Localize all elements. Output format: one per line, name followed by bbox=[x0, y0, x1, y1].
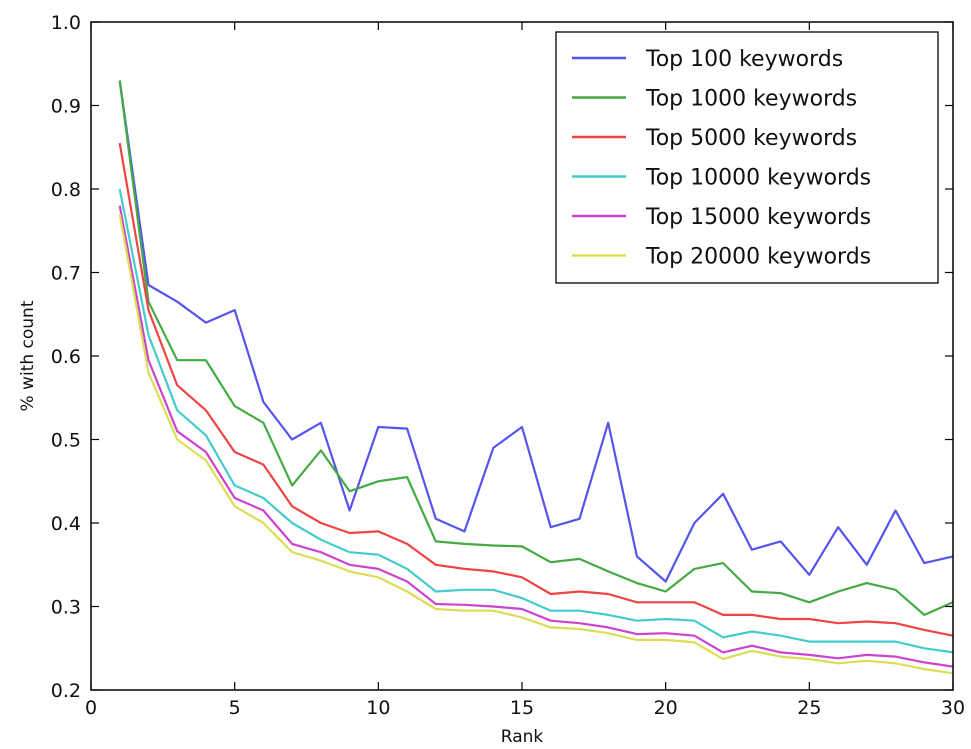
y-tick-label: 0.8 bbox=[51, 179, 81, 201]
x-tick-label: 0 bbox=[85, 697, 97, 719]
legend-label: Top 10000 keywords bbox=[645, 166, 871, 191]
series-line-1 bbox=[118, 80, 954, 583]
legend-label: Top 1000 keywords bbox=[645, 87, 857, 112]
y-tick-label: 0.7 bbox=[51, 263, 81, 285]
x-tick-label: 15 bbox=[510, 697, 534, 719]
x-axis-label: Rank bbox=[501, 727, 544, 747]
x-tick-label: 25 bbox=[797, 697, 821, 719]
legend-label: Top 5000 keywords bbox=[645, 126, 857, 151]
series-line-4 bbox=[118, 188, 954, 654]
y-tick-label: 0.5 bbox=[51, 430, 81, 452]
axis-ticks: 0 5 10 15 20 25 30 0.2 0.3 0.4 0.5 0.6 0.7 0.8 0.9 1.0 bbox=[51, 12, 965, 719]
x-tick-label: 5 bbox=[229, 697, 241, 719]
y-tick-label: 0.3 bbox=[51, 597, 81, 619]
series-layer bbox=[118, 80, 954, 675]
legend-label: Top 20000 keywords bbox=[645, 245, 871, 270]
legend-label: Top 15000 keywords bbox=[645, 205, 871, 230]
series-line-6 bbox=[118, 213, 954, 675]
legend: Top 100 keywords Top 1000 keywords Top 500… bbox=[555, 31, 939, 284]
legend-box bbox=[555, 31, 939, 284]
x-tick-label: 10 bbox=[366, 697, 390, 719]
y-axis-label: % with count bbox=[18, 300, 38, 411]
y-tick-label: 1.0 bbox=[51, 12, 81, 34]
series-line-5 bbox=[118, 205, 954, 668]
series-line-2 bbox=[118, 80, 954, 617]
series-line-3 bbox=[118, 142, 954, 637]
y-tick-label: 0.4 bbox=[51, 513, 81, 535]
x-tick-label: 30 bbox=[941, 697, 965, 719]
y-tick-label: 0.9 bbox=[51, 96, 81, 118]
y-tick-label: 0.6 bbox=[51, 346, 81, 368]
x-tick-label: 20 bbox=[654, 697, 678, 719]
y-tick-label: 0.2 bbox=[51, 680, 81, 702]
legend-label: Top 100 keywords bbox=[645, 47, 843, 72]
